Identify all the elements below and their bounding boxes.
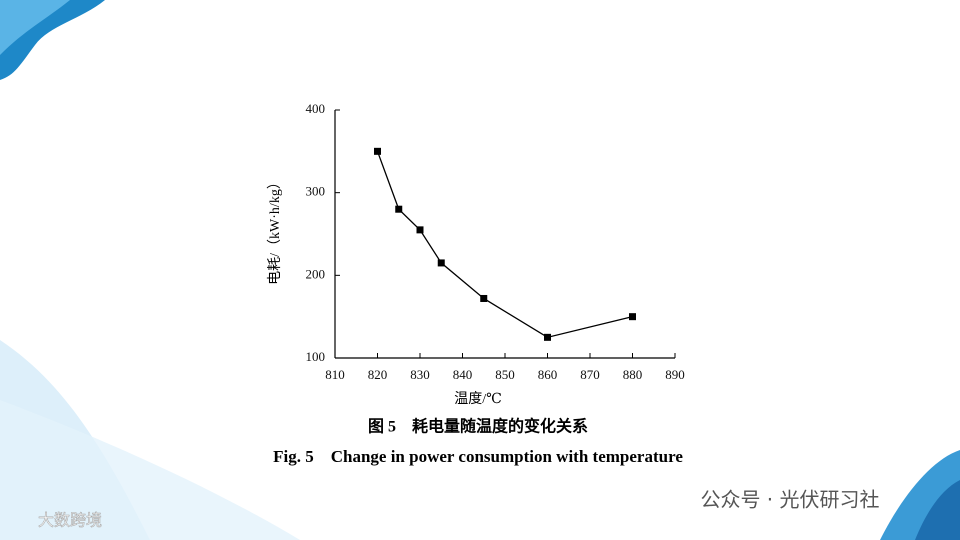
x-tick-label: 850 <box>495 367 515 382</box>
marker <box>629 313 636 321</box>
corner-decor <box>915 480 960 540</box>
marker <box>395 205 403 213</box>
y-axis-label: 电耗/（kW·h/kg） <box>267 175 283 285</box>
x-tick-label: 860 <box>538 367 558 382</box>
x-tick-label: 830 <box>410 367 430 382</box>
x-tick-label: 820 <box>368 367 388 382</box>
y-tick-label: 100 <box>306 349 326 364</box>
x-axis-label: 温度/℃ <box>454 391 502 407</box>
caption-en: Fig. 5 Change in power consumption with … <box>273 447 683 466</box>
caption-cn: 图 5 耗电量随温度的变化关系 <box>368 417 588 436</box>
corner-decor <box>0 400 300 540</box>
x-tick-label: 890 <box>665 367 685 382</box>
x-tick-label: 810 <box>325 367 345 382</box>
marker <box>416 226 424 234</box>
watermark: 公众号 · 光伏研习社 <box>700 488 879 512</box>
marker <box>480 294 488 302</box>
y-tick-label: 300 <box>306 184 326 199</box>
marker <box>544 333 551 341</box>
x-tick-label: 870 <box>580 367 600 382</box>
y-tick-label: 200 <box>306 266 326 281</box>
y-tick-label: 400 <box>306 101 326 116</box>
line <box>376 151 633 339</box>
marker <box>374 147 381 155</box>
marker <box>437 259 445 267</box>
x-tick-label: 840 <box>453 367 473 382</box>
watermark: 大数跨境 <box>38 511 102 530</box>
x-tick-label: 880 <box>623 367 643 382</box>
corner-decor <box>0 0 70 55</box>
